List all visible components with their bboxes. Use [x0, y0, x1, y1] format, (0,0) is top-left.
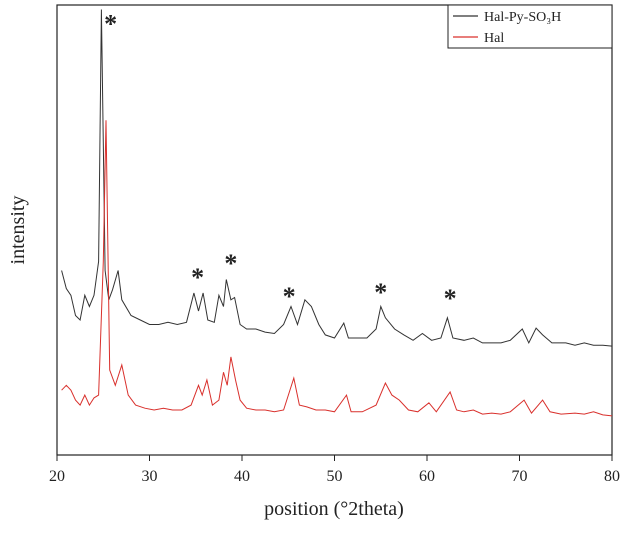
- x-tick-label: 60: [419, 468, 435, 485]
- y-axis-label: intensity: [7, 196, 29, 265]
- peak-marker: *: [374, 278, 387, 307]
- plot-frame: [56, 4, 613, 456]
- x-tick-label: 40: [234, 468, 250, 485]
- series-line: [61, 9, 613, 347]
- legend-box: [447, 4, 613, 49]
- peak-marker: *: [224, 249, 237, 278]
- x-tick-label: 20: [49, 468, 65, 485]
- x-tick-label: 70: [512, 468, 528, 485]
- x-tick-label: 50: [327, 468, 343, 485]
- x-tick-label: 30: [142, 468, 158, 485]
- legend-label: Hal-Py-SO₃H: [484, 10, 561, 25]
- legend-label: Hal: [484, 31, 504, 46]
- x-axis-label: position (°2theta): [264, 498, 404, 520]
- x-tick-label: 80: [604, 468, 620, 485]
- peak-marker: *: [444, 284, 457, 313]
- peak-marker: *: [104, 10, 117, 39]
- peak-marker: *: [191, 263, 204, 292]
- series-line: [61, 120, 613, 417]
- peak-marker: *: [283, 282, 296, 311]
